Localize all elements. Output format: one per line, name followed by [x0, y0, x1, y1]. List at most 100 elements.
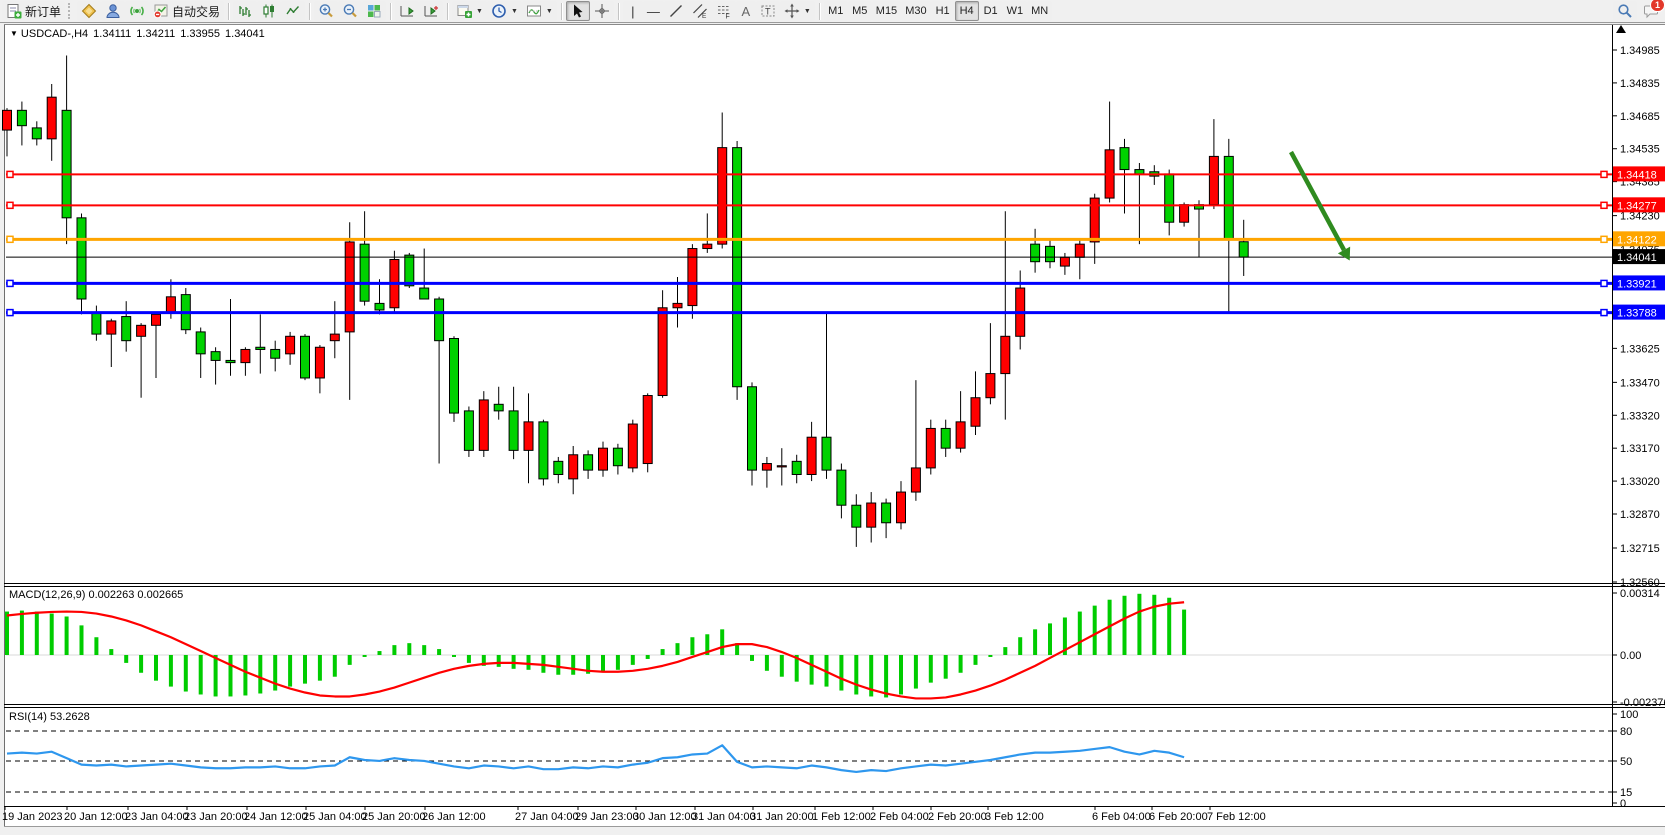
text-icon: A — [741, 3, 751, 19]
horizontal-line-icon: — — [646, 3, 660, 19]
add-indicator-button[interactable]: ▼ — [452, 1, 487, 21]
text-tool-button[interactable]: A — [735, 1, 756, 21]
svg-text:T: T — [765, 7, 771, 17]
equidistant-channel-icon: E — [692, 4, 707, 19]
notifications-button[interactable]: 1 — [1643, 0, 1665, 19]
chart-marker-icon: ▼ — [10, 29, 18, 38]
cursor-icon — [573, 4, 583, 18]
price-axis-label: 1.34985 — [1620, 45, 1660, 57]
bar-chart-button[interactable] — [233, 1, 258, 21]
price-badge — [1613, 231, 1665, 247]
timeframe-m1-button[interactable]: M1 — [823, 1, 848, 21]
gold-seal-icon — [81, 3, 97, 19]
auto-scroll-button[interactable] — [395, 1, 420, 21]
line-handle[interactable] — [1600, 308, 1608, 317]
toolbar-separator — [617, 2, 619, 20]
time-axis-label: 27 Jan 04:00 — [515, 811, 579, 823]
line-handle[interactable] — [6, 235, 14, 244]
new-order-button[interactable]: 新订单 — [2, 1, 66, 21]
line-handle[interactable] — [1600, 170, 1608, 179]
candlestick-chart-icon — [263, 4, 275, 18]
chart-scroll-marker — [1616, 25, 1626, 33]
chart-background — [4, 25, 1665, 826]
horizontal-line-tool-button[interactable]: — — [642, 1, 664, 21]
price-badge — [1613, 197, 1665, 213]
timeframe-h1-button[interactable]: H1 — [930, 1, 955, 21]
price-axis-label: 1.33625 — [1620, 343, 1660, 355]
macd-signal-line — [6, 601, 1185, 700]
macd-axis-label: -0.002376 — [1620, 697, 1665, 709]
fibonacci-tool-button[interactable]: F — [711, 1, 736, 21]
new-order-icon — [7, 4, 22, 19]
line-chart-icon — [286, 6, 300, 15]
zoom-out-button[interactable] — [338, 1, 363, 21]
clock-icon — [492, 4, 506, 18]
quotes-button[interactable] — [77, 1, 102, 21]
tile-windows-button[interactable] — [362, 1, 387, 21]
auto-trading-button[interactable]: 自动交易 — [149, 1, 225, 21]
arrows-icon — [784, 3, 800, 19]
crosshair-icon — [594, 4, 609, 18]
time-axis-label: 19 Jan 2023 — [2, 811, 63, 823]
chart-shift-button[interactable] — [419, 1, 444, 21]
person-icon — [106, 4, 120, 18]
time-axis-label: 2 Feb 20:00 — [928, 811, 987, 823]
channel-tool-button[interactable]: E — [687, 1, 712, 21]
signals-button[interactable] — [125, 1, 150, 21]
timeframe-m5-button[interactable]: M5 — [847, 1, 872, 21]
candlestick-chart-button[interactable] — [257, 1, 282, 21]
timeframe-d1-button[interactable]: D1 — [978, 1, 1003, 21]
timeframe-h4-button[interactable]: H4 — [954, 1, 979, 21]
main-toolbar: 新订单 自动交易 ▼ ▼ ▼ | — E F A T ▼ M1 M5 M15 M… — [0, 0, 1665, 23]
timeframe-m15-button[interactable]: M15 — [871, 1, 902, 21]
toolbar-separator — [309, 2, 311, 20]
trendline-tool-button[interactable] — [663, 1, 688, 21]
notification-badge: 1 — [1649, 0, 1665, 12]
chart-shift-icon — [424, 6, 439, 17]
line-handle[interactable] — [6, 170, 14, 179]
arrows-tool-button[interactable]: ▼ — [779, 1, 815, 21]
period-button[interactable]: ▼ — [486, 1, 522, 21]
dropdown-arrow-icon: ▼ — [803, 7, 811, 15]
toolbar-separator — [818, 2, 820, 20]
time-axis-label: 23 Jan 20:00 — [184, 811, 248, 823]
toolbar-separator — [560, 2, 562, 20]
rsi-axis-label: 0 — [1620, 798, 1626, 810]
time-axis-label: 6 Feb 20:00 — [1149, 811, 1208, 823]
line-handle[interactable] — [6, 308, 14, 317]
timeframe-w1-button[interactable]: W1 — [1002, 1, 1028, 21]
line-handle[interactable] — [1600, 279, 1608, 288]
zoom-in-button[interactable] — [314, 1, 339, 21]
macd-indicator-label: MACD(12,26,9) 0.002263 0.002665 — [9, 589, 183, 601]
template-button[interactable]: ▼ — [521, 1, 557, 21]
svg-text:E: E — [702, 13, 707, 19]
time-axis-label: 25 Jan 20:00 — [362, 811, 426, 823]
price-badge-label: 1.34041 — [1617, 252, 1657, 264]
ohlc-high: 1.34211 — [136, 28, 176, 40]
line-handle[interactable] — [1600, 201, 1608, 210]
time-axis-label: 3 Feb 12:00 — [985, 811, 1044, 823]
vertical-line-tool-button[interactable]: | — [622, 1, 643, 21]
line-handle[interactable] — [6, 201, 14, 210]
price-badge — [1613, 166, 1665, 182]
bar-chart-icon — [239, 6, 252, 17]
timeframe-m30-button[interactable]: M30 — [901, 1, 931, 21]
symbol-name: USDCAD-,H4 — [20, 28, 89, 40]
line-chart-button[interactable] — [281, 1, 306, 21]
time-axis-label: 29 Jan 23:00 — [575, 811, 639, 823]
cursor-tool-button[interactable] — [565, 1, 590, 21]
down-arrow-annotation[interactable] — [1289, 150, 1346, 252]
search-button[interactable] — [1613, 1, 1637, 21]
chart-title: ▼ USDCAD-,H4 1.34111 1.34211 1.33955 1.34041 — [10, 28, 265, 40]
crosshair-tool-button[interactable] — [589, 1, 614, 21]
text-label-tool-button[interactable]: T — [755, 1, 780, 21]
price-axis-label: 1.32715 — [1620, 543, 1660, 555]
time-axis-label: 31 Jan 04:00 — [692, 811, 756, 823]
timeframe-mn-button[interactable]: MN — [1027, 1, 1053, 21]
market-watch-button[interactable] — [101, 1, 126, 21]
line-handle[interactable] — [1600, 235, 1608, 244]
trendline-icon — [669, 5, 682, 17]
time-axis-label: 2 Feb 04:00 — [870, 811, 929, 823]
line-handle[interactable] — [6, 279, 14, 288]
